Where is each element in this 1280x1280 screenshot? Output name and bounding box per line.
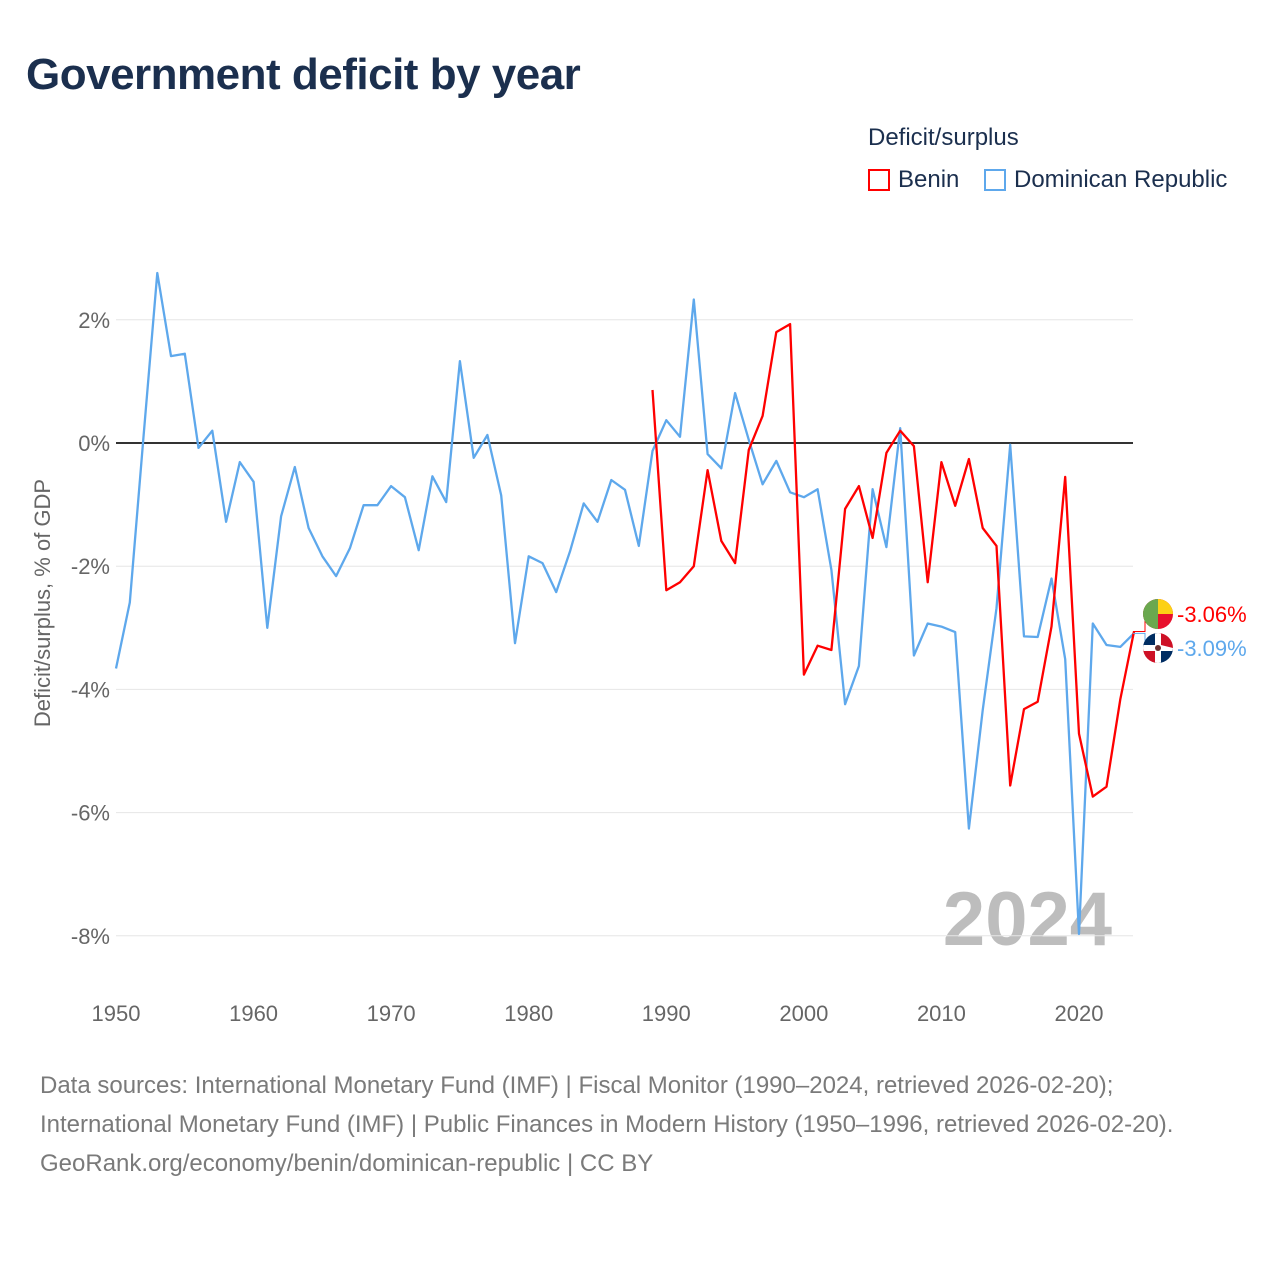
series-line-dominican-republic xyxy=(114,271,1135,936)
x-tick-label: 2000 xyxy=(779,1001,828,1026)
year-watermark: 2024 xyxy=(943,877,1112,962)
x-tick-label: 1980 xyxy=(504,1001,553,1026)
x-tick-label: 2010 xyxy=(917,1001,966,1026)
chart-title: Government deficit by year xyxy=(26,50,581,99)
legend-swatch-dominican-republic xyxy=(984,169,1006,191)
x-tick-label: 2020 xyxy=(1055,1001,1104,1026)
end-label-benin: -3.06% xyxy=(1177,602,1247,627)
y-tick-label: -6% xyxy=(71,801,110,826)
x-tick-label: 1970 xyxy=(367,1001,416,1026)
x-tick-label: 1960 xyxy=(229,1001,278,1026)
data-sources: Data sources: International Monetary Fun… xyxy=(40,1072,1174,1138)
y-tick-label: -2% xyxy=(71,554,110,579)
end-label-dominican-republic: -3.09% xyxy=(1177,636,1247,661)
x-tick-label: 1990 xyxy=(642,1001,691,1026)
legend-title: Deficit/surplus xyxy=(868,124,1019,151)
footer: Data sources: International Monetary Fun… xyxy=(40,1066,1240,1183)
legend-label-benin: Benin xyxy=(898,166,960,193)
legend-item-dominican-republic[interactable]: Dominican Republic xyxy=(984,166,1227,194)
x-tick-label: 1950 xyxy=(92,1001,141,1026)
y-tick-label: 0% xyxy=(78,431,110,456)
source-link[interactable]: GeoRank.org/economy/benin/dominican-repu… xyxy=(40,1150,654,1177)
y-tick-label: -4% xyxy=(71,677,110,702)
dr-flag-red xyxy=(1158,633,1173,648)
legend-swatch-benin xyxy=(868,169,890,191)
y-tick-label: 2% xyxy=(78,308,110,333)
series-line-benin xyxy=(651,322,1136,798)
legend-label-dominican-republic: Dominican Republic xyxy=(1014,166,1228,193)
dr-flag-emblem xyxy=(1155,645,1161,651)
benin-flag-yellow xyxy=(1158,599,1173,614)
dr-flag-blue xyxy=(1143,633,1158,648)
dr-flag-blue-2 xyxy=(1158,648,1173,663)
legend-item-benin[interactable]: Benin xyxy=(868,166,959,194)
y-axis-label: Deficit/surplus, % of GDP xyxy=(30,479,55,727)
y-tick-label: -8% xyxy=(71,924,110,949)
benin-flag-green xyxy=(1143,599,1158,629)
dr-flag-red-2 xyxy=(1143,648,1158,663)
line-chart: 2024 2% 0% -2% -4% -6% -8% 1950 1960 1970 1980 1990… xyxy=(30,271,1247,1026)
